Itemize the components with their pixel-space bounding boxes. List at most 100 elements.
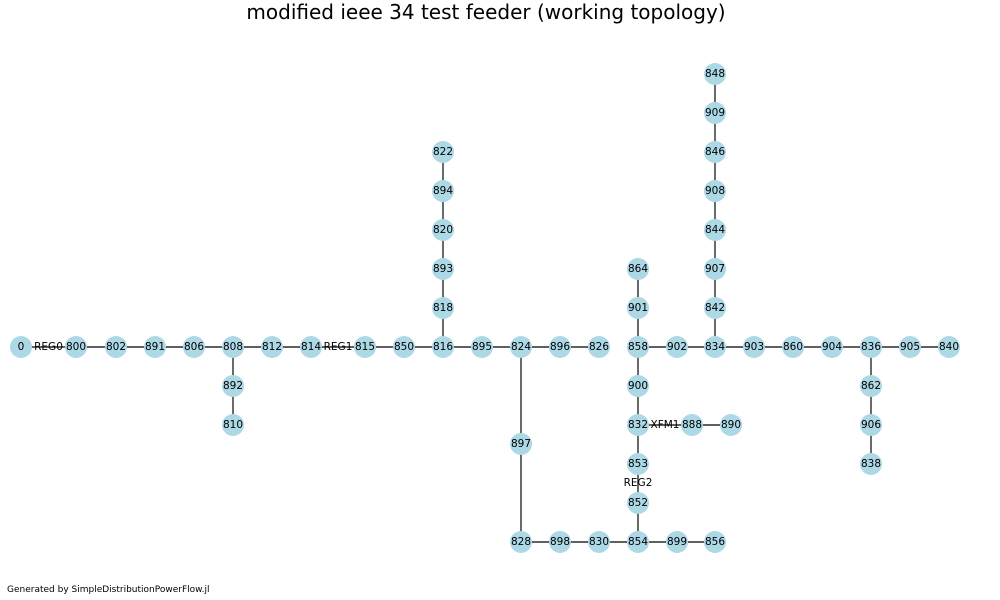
bus-node-820: 820 xyxy=(432,219,454,241)
bus-node-838: 838 xyxy=(860,453,882,475)
bus-node-circle xyxy=(704,63,726,85)
bus-node-label: 901 xyxy=(628,302,648,314)
bus-node-802: 802 xyxy=(105,336,127,358)
bus-node-label: 840 xyxy=(939,341,959,353)
edges-layer xyxy=(21,74,949,543)
bus-node-label: 909 xyxy=(705,107,725,119)
bus-node-circle xyxy=(432,219,454,241)
bus-node-0: 0 xyxy=(10,336,32,358)
bus-node-label: 908 xyxy=(705,185,725,197)
bus-node-826: 826 xyxy=(588,336,610,358)
bus-node-circle xyxy=(510,531,532,553)
bus-node-label: 864 xyxy=(628,263,648,275)
bus-node-label: 904 xyxy=(822,341,842,353)
bus-node-label: 815 xyxy=(355,341,375,353)
bus-node-circle xyxy=(10,336,32,358)
bus-node-circle xyxy=(704,531,726,553)
bus-node-circle xyxy=(666,336,688,358)
bus-node-label: 906 xyxy=(861,419,881,431)
bus-node-circle xyxy=(938,336,960,358)
bus-node-836: 836 xyxy=(860,336,882,358)
bus-node-label: 890 xyxy=(721,419,741,431)
bus-node-circle xyxy=(627,258,649,280)
bus-node-848: 848 xyxy=(704,63,726,85)
bus-node-label: 812 xyxy=(262,341,282,353)
bus-node-824: 824 xyxy=(510,336,532,358)
bus-node-905: 905 xyxy=(899,336,921,358)
bus-node-circle xyxy=(432,336,454,358)
bus-node-830: 830 xyxy=(588,531,610,553)
nodes-layer: 0 800 802 891 806 808 812 814 815 850 816 895 824 896… xyxy=(10,63,960,553)
bus-node-circle xyxy=(627,492,649,514)
bus-node-circle xyxy=(549,531,571,553)
bus-node-label: 895 xyxy=(472,341,492,353)
bus-node-808: 808 xyxy=(222,336,244,358)
bus-node-label: 838 xyxy=(861,458,881,470)
bus-node-label: 894 xyxy=(433,185,453,197)
bus-node-circle xyxy=(704,258,726,280)
bus-node-806: 806 xyxy=(183,336,205,358)
bus-node-circle xyxy=(354,336,376,358)
bus-node-888: 888 xyxy=(681,414,703,436)
bus-node-label: 834 xyxy=(705,341,725,353)
bus-node-828: 828 xyxy=(510,531,532,553)
edge-labels-layer: REG0 REG1 REG2 XFM1 xyxy=(34,341,679,489)
bus-node-circle xyxy=(549,336,571,358)
bus-node-circle xyxy=(588,531,610,553)
bus-node-circle xyxy=(627,414,649,436)
bus-node-label: 848 xyxy=(705,68,725,80)
bus-node-label: 820 xyxy=(433,224,453,236)
bus-node-circle xyxy=(510,433,532,455)
bus-node-label: 842 xyxy=(705,302,725,314)
edge-label-reg0: REG0 xyxy=(34,341,63,353)
bus-node-label: 900 xyxy=(628,380,648,392)
bus-node-label: 830 xyxy=(589,536,609,548)
bus-node-895: 895 xyxy=(471,336,493,358)
bus-node-907: 907 xyxy=(704,258,726,280)
bus-node-854: 854 xyxy=(627,531,649,553)
bus-node-circle xyxy=(471,336,493,358)
bus-node-circle xyxy=(432,258,454,280)
bus-node-circle xyxy=(261,336,283,358)
bus-node-circle xyxy=(627,297,649,319)
bus-node-circle xyxy=(627,336,649,358)
bus-node-circle xyxy=(588,336,610,358)
bus-node-circle xyxy=(899,336,921,358)
bus-node-908: 908 xyxy=(704,180,726,202)
bus-node-818: 818 xyxy=(432,297,454,319)
bus-node-circle xyxy=(860,453,882,475)
bus-node-840: 840 xyxy=(938,336,960,358)
bus-node-label: 902 xyxy=(667,341,687,353)
bus-node-label: 858 xyxy=(628,341,648,353)
bus-node-label: 824 xyxy=(511,341,531,353)
bus-node-circle xyxy=(510,336,532,358)
bus-node-label: 892 xyxy=(223,380,243,392)
bus-node-circle xyxy=(222,336,244,358)
bus-node-816: 816 xyxy=(432,336,454,358)
bus-node-903: 903 xyxy=(743,336,765,358)
bus-node-898: 898 xyxy=(549,531,571,553)
bus-node-893: 893 xyxy=(432,258,454,280)
bus-node-circle xyxy=(704,336,726,358)
bus-node-label: 862 xyxy=(861,380,881,392)
bus-node-label: 800 xyxy=(66,341,86,353)
bus-node-901: 901 xyxy=(627,297,649,319)
bus-node-circle xyxy=(627,531,649,553)
bus-node-label: 844 xyxy=(705,224,725,236)
bus-node-906: 906 xyxy=(860,414,882,436)
bus-node-label: 0 xyxy=(18,341,25,353)
bus-node-circle xyxy=(627,375,649,397)
bus-node-label: 853 xyxy=(628,458,648,470)
bus-node-label: 850 xyxy=(394,341,414,353)
bus-node-circle xyxy=(222,414,244,436)
bus-node-label: 846 xyxy=(705,146,725,158)
bus-node-822: 822 xyxy=(432,141,454,163)
bus-node-909: 909 xyxy=(704,102,726,124)
footer-credit: Generated by SimpleDistributionPowerFlow… xyxy=(7,585,210,595)
bus-node-label: 907 xyxy=(705,263,725,275)
bus-node-814: 814 xyxy=(300,336,322,358)
edge-label-xfm1: XFM1 xyxy=(651,419,680,431)
bus-node-902: 902 xyxy=(666,336,688,358)
bus-node-circle xyxy=(720,414,742,436)
